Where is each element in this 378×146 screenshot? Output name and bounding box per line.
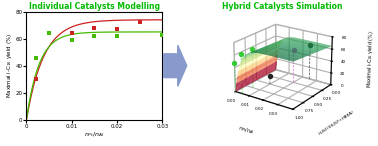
Point xyxy=(46,32,52,34)
Point xyxy=(160,33,166,36)
Point xyxy=(137,21,143,24)
Point xyxy=(91,27,98,29)
Point xyxy=(33,78,39,80)
Point xyxy=(114,35,120,37)
Y-axis label: Maximal i-C$_{16}$ yield (%): Maximal i-C$_{16}$ yield (%) xyxy=(5,33,14,98)
Point xyxy=(114,28,120,30)
Point xyxy=(69,32,75,34)
Point xyxy=(91,35,98,37)
Title: Individual Catalysts Modelling: Individual Catalysts Modelling xyxy=(29,2,160,11)
Y-axis label: HUSY/(HUSY+HBEA): HUSY/(HUSY+HBEA) xyxy=(318,109,355,135)
Point xyxy=(33,56,39,59)
Title: Hybrid Catalysts Simulation: Hybrid Catalysts Simulation xyxy=(222,2,342,11)
X-axis label: $n_{Pt}/n_{Al}$: $n_{Pt}/n_{Al}$ xyxy=(237,123,256,137)
X-axis label: $n_{Pt}/n_{Al}$: $n_{Pt}/n_{Al}$ xyxy=(84,130,105,139)
Point xyxy=(69,39,75,41)
FancyArrow shape xyxy=(164,45,187,86)
Point xyxy=(46,32,52,34)
